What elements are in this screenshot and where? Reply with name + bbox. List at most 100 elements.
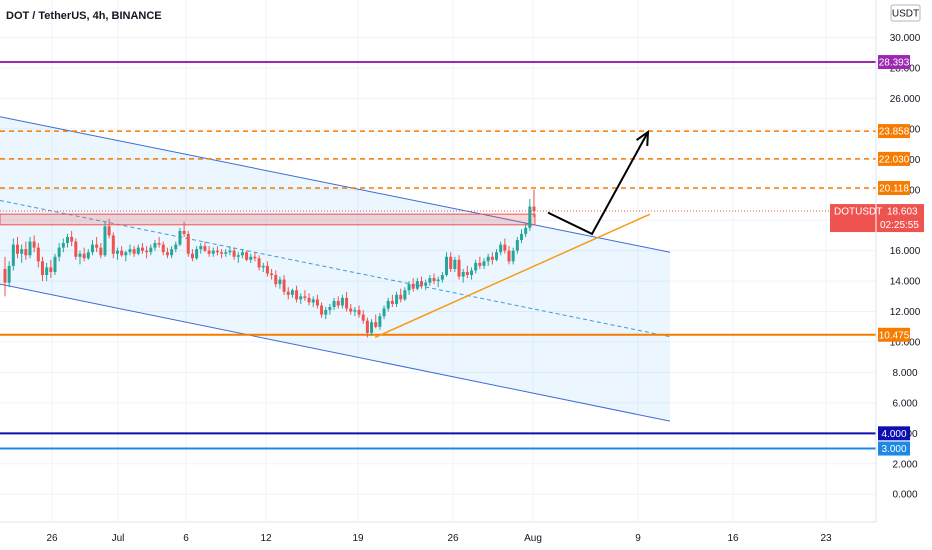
ascending-trendline (374, 213, 651, 339)
candle-body (440, 275, 444, 280)
candle-body (165, 252, 169, 256)
candle-body (286, 291, 290, 295)
candle-body (461, 271, 465, 277)
candle-body (307, 297, 311, 303)
candle-body (65, 236, 69, 244)
candle-body (370, 322, 374, 333)
candle-body (395, 294, 399, 304)
candle-body (95, 244, 99, 248)
candle-body (374, 322, 378, 327)
candle-body (124, 252, 128, 256)
candle-body (61, 243, 65, 248)
candle-body (28, 241, 32, 256)
time-tick-label: Aug (524, 533, 542, 544)
candle-body (245, 252, 249, 260)
candle-body (7, 265, 11, 283)
candle-body (149, 247, 153, 253)
candle-body (378, 316, 382, 327)
candle-body (424, 282, 428, 286)
candle-body (3, 268, 7, 283)
level-tag (878, 181, 910, 196)
candle-body (11, 244, 15, 266)
candle-body (436, 279, 440, 282)
time-axis-panel[interactable] (0, 522, 932, 550)
current-price-symbol: DOTUSDT (834, 207, 882, 218)
chart-title: DOT / TetherUS, 4h, BINANCE (6, 10, 162, 22)
candle-body (332, 300, 336, 307)
candle-body (161, 244, 165, 253)
candle-body (320, 305, 324, 315)
price-tick-label: 12.000 (890, 307, 921, 318)
candle-body (499, 244, 503, 253)
candle-body (295, 290, 299, 300)
candle-body (24, 249, 28, 256)
level-tag-label: 10.475 (879, 330, 910, 341)
price-tick-label: 8.000 (892, 368, 917, 379)
candle-body (415, 281, 419, 289)
currency-badge-label: USDT (892, 9, 919, 20)
candle-body (407, 284, 411, 291)
price-tick-label: 10.000 (890, 338, 921, 349)
candle-body (178, 230, 182, 245)
candle-body (428, 278, 432, 283)
candle-body (299, 296, 303, 300)
level-tag-label: 23.858 (879, 127, 910, 138)
candle-body (115, 250, 119, 254)
candle-body (253, 256, 257, 259)
candle-body (365, 320, 369, 333)
candle-body (78, 253, 82, 257)
candle-body (132, 249, 136, 254)
candle-body (36, 247, 40, 262)
level-tag (878, 327, 910, 342)
currency-badge[interactable]: USDT (890, 4, 921, 22)
candle-body (453, 259, 457, 269)
candle-body (486, 256, 490, 262)
current-price-tag: DOTUSDT 18.603 02:25:55 (830, 204, 924, 233)
price-tick-label: 26.000 (890, 94, 921, 105)
candle-body (490, 256, 494, 260)
candle-body (90, 244, 94, 253)
candle-body (232, 250, 236, 257)
candle-body (249, 256, 253, 260)
candle-body (336, 300, 340, 306)
projection-path (547, 131, 649, 236)
candle-body (290, 290, 294, 295)
current-price-value: 18.603 (887, 207, 918, 218)
candle-body (315, 299, 319, 306)
candle-body (136, 247, 140, 254)
time-tick-label: 19 (352, 533, 364, 544)
candle-body (211, 250, 215, 254)
price-tick-label: 2.000 (892, 459, 917, 470)
candle-body (399, 294, 403, 300)
candle-body (107, 226, 111, 236)
candle-body (257, 258, 261, 268)
candle-body (45, 267, 49, 276)
candle-body (57, 247, 61, 257)
candle-body (265, 265, 269, 274)
level-tag-label: 4.000 (881, 429, 906, 440)
candle-body (386, 300, 390, 309)
channel-fill (0, 116, 670, 422)
candle-body (32, 241, 36, 248)
candle-body (261, 265, 265, 268)
candle-body (382, 308, 386, 317)
price-tick-label: 6.000 (892, 398, 917, 409)
candle-body (349, 308, 353, 312)
candle-body (503, 244, 507, 251)
candle-body (215, 250, 219, 253)
bar-countdown: 02:25:55 (880, 220, 919, 231)
candle-body (153, 243, 157, 248)
candle-body (53, 256, 57, 272)
candle-body (482, 261, 486, 266)
candle-body (420, 281, 424, 286)
candle-body (324, 310, 328, 315)
level-tag (878, 55, 910, 70)
time-tick-label: 26 (46, 533, 58, 544)
candle-body (103, 226, 107, 256)
candle-body (157, 243, 161, 245)
candle-body (186, 233, 190, 254)
level-tag (878, 124, 910, 139)
candle-body (182, 230, 186, 234)
candle-body (120, 250, 124, 256)
